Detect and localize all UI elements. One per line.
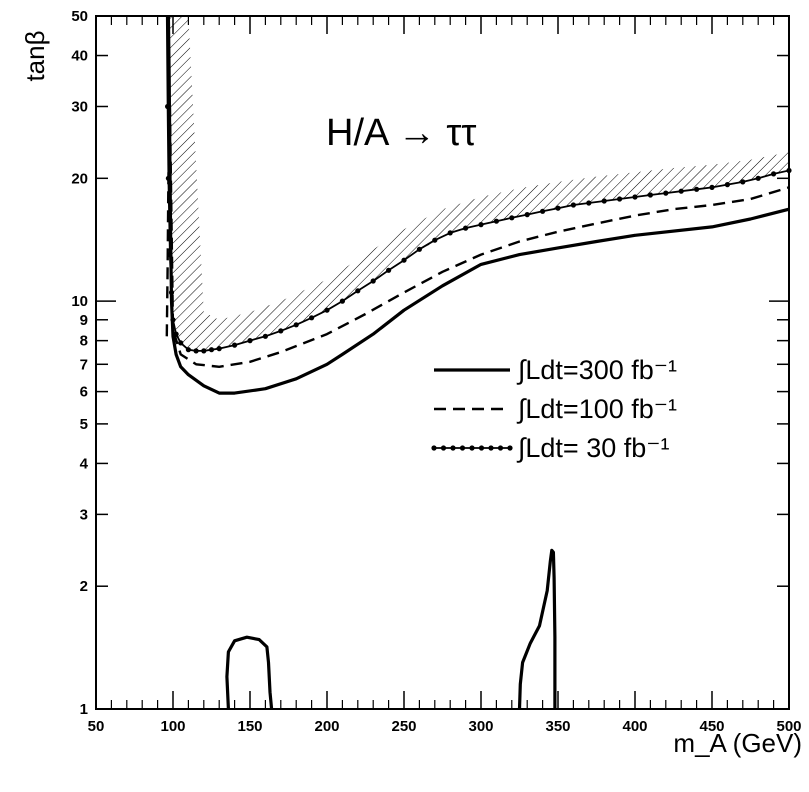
excluded-region-hatch: [166, 16, 789, 351]
series-point: [170, 317, 176, 323]
y-tick-label: 3: [80, 506, 88, 523]
y-tick-label: 2: [80, 578, 88, 595]
x-axis-title: m_A (GeV): [673, 728, 802, 758]
y-tick-label: 6: [80, 384, 88, 401]
y-tick-label: 10: [71, 293, 88, 310]
y-tick-label: 4: [80, 455, 89, 472]
series-point: [167, 252, 173, 258]
series-point: [278, 328, 284, 334]
series-point: [463, 225, 469, 231]
series-point: [617, 196, 623, 202]
y-tick-label: 20: [71, 170, 88, 187]
x-tick-label: 300: [468, 718, 493, 735]
series-point: [208, 347, 215, 353]
series-point: [339, 298, 345, 304]
series-point: [216, 346, 222, 352]
series-point: [232, 342, 238, 348]
legend-point: [459, 445, 466, 451]
series-point: [709, 184, 715, 190]
series-point: [193, 348, 199, 354]
y-tick-label: 40: [71, 48, 88, 65]
series-line-1: [165, 105, 789, 368]
series-point: [173, 331, 179, 337]
series-point: [201, 348, 207, 354]
series-point: [694, 186, 700, 192]
series-point: [755, 175, 761, 181]
series-point: [401, 257, 407, 263]
legend-point: [488, 445, 494, 451]
series-point: [293, 322, 299, 328]
hatched-band: [166, 16, 789, 351]
legend-label-1: ∫Ldt=100 fb⁻¹: [516, 394, 677, 424]
legend: ∫Ldt=300 fb⁻¹ ∫Ldt=100 fb⁻¹ ∫Ldt= 30 fb⁻¹: [431, 355, 677, 463]
series-point: [540, 208, 546, 214]
x-tick-label: 100: [160, 718, 185, 735]
axis-ticks: 50 100 150 200 250 300 350 400 450 500 1 2 3 4 5 6 7 8 9 10…: [71, 8, 801, 735]
series-point: [185, 347, 191, 353]
process-annotation: H/A → ττ: [326, 112, 476, 154]
plot-frame: [95, 15, 790, 710]
legend-point: [497, 445, 504, 451]
legend-point: [440, 445, 447, 451]
y-tick-label: 50: [71, 8, 88, 25]
series-point: [493, 218, 499, 224]
x-tick-label: 500: [776, 718, 801, 735]
x-tick-label: 200: [314, 718, 339, 735]
series-point: [647, 192, 654, 198]
y-axis-title: tanβ: [20, 30, 50, 81]
legend-label-2: ∫Ldt= 30 fb⁻¹: [516, 433, 670, 463]
y-tick-label: 8: [80, 333, 88, 350]
series-point: [355, 288, 361, 294]
series-point: [663, 190, 669, 196]
y-tick-label: 9: [80, 312, 88, 329]
series-point: [416, 246, 422, 252]
series-point: [771, 171, 777, 177]
x-tick-label: 400: [622, 718, 647, 735]
legend-point: [431, 445, 437, 451]
series-point: [678, 188, 684, 194]
x-tick-label: 450: [699, 718, 724, 735]
series-point: [386, 267, 392, 273]
legend-point: [450, 445, 456, 451]
series-point: [586, 200, 592, 206]
series-point: [370, 278, 376, 284]
series-point: [740, 179, 746, 185]
series-point: [168, 289, 175, 296]
y-tick-label: 1: [80, 701, 88, 718]
series-point: [724, 182, 731, 188]
series-point: [632, 194, 638, 200]
series-layer: [165, 16, 792, 709]
y-tick-label: 7: [80, 356, 88, 373]
series-point: [178, 340, 184, 346]
series-point: [601, 198, 607, 204]
series-point: [478, 222, 484, 228]
series-point: [555, 205, 561, 211]
series-point: [432, 237, 438, 243]
legend-point: [469, 445, 475, 451]
series-point: [570, 202, 577, 208]
legend-point: [478, 445, 485, 451]
x-tick-label: 150: [237, 718, 262, 735]
series-point: [524, 212, 530, 218]
series-point: [247, 338, 253, 344]
y-tick-label: 30: [71, 98, 88, 115]
contour-300-0: [225, 635, 274, 709]
x-tick-label: 350: [545, 718, 570, 735]
plot-border: [95, 15, 790, 710]
series-point: [262, 333, 268, 339]
series-point: [447, 230, 453, 236]
series-point: [309, 315, 315, 321]
legend-point: [507, 445, 513, 451]
x-tick-label: 50: [88, 718, 105, 735]
series-point: [165, 175, 171, 181]
y-tick-label: 5: [80, 416, 88, 433]
series-point: [324, 307, 330, 313]
series-point: [165, 103, 171, 110]
contour-300-1: [517, 548, 557, 709]
legend-label-0: ∫Ldt=300 fb⁻¹: [516, 355, 677, 385]
series-point: [509, 215, 515, 221]
x-tick-label: 250: [391, 718, 416, 735]
